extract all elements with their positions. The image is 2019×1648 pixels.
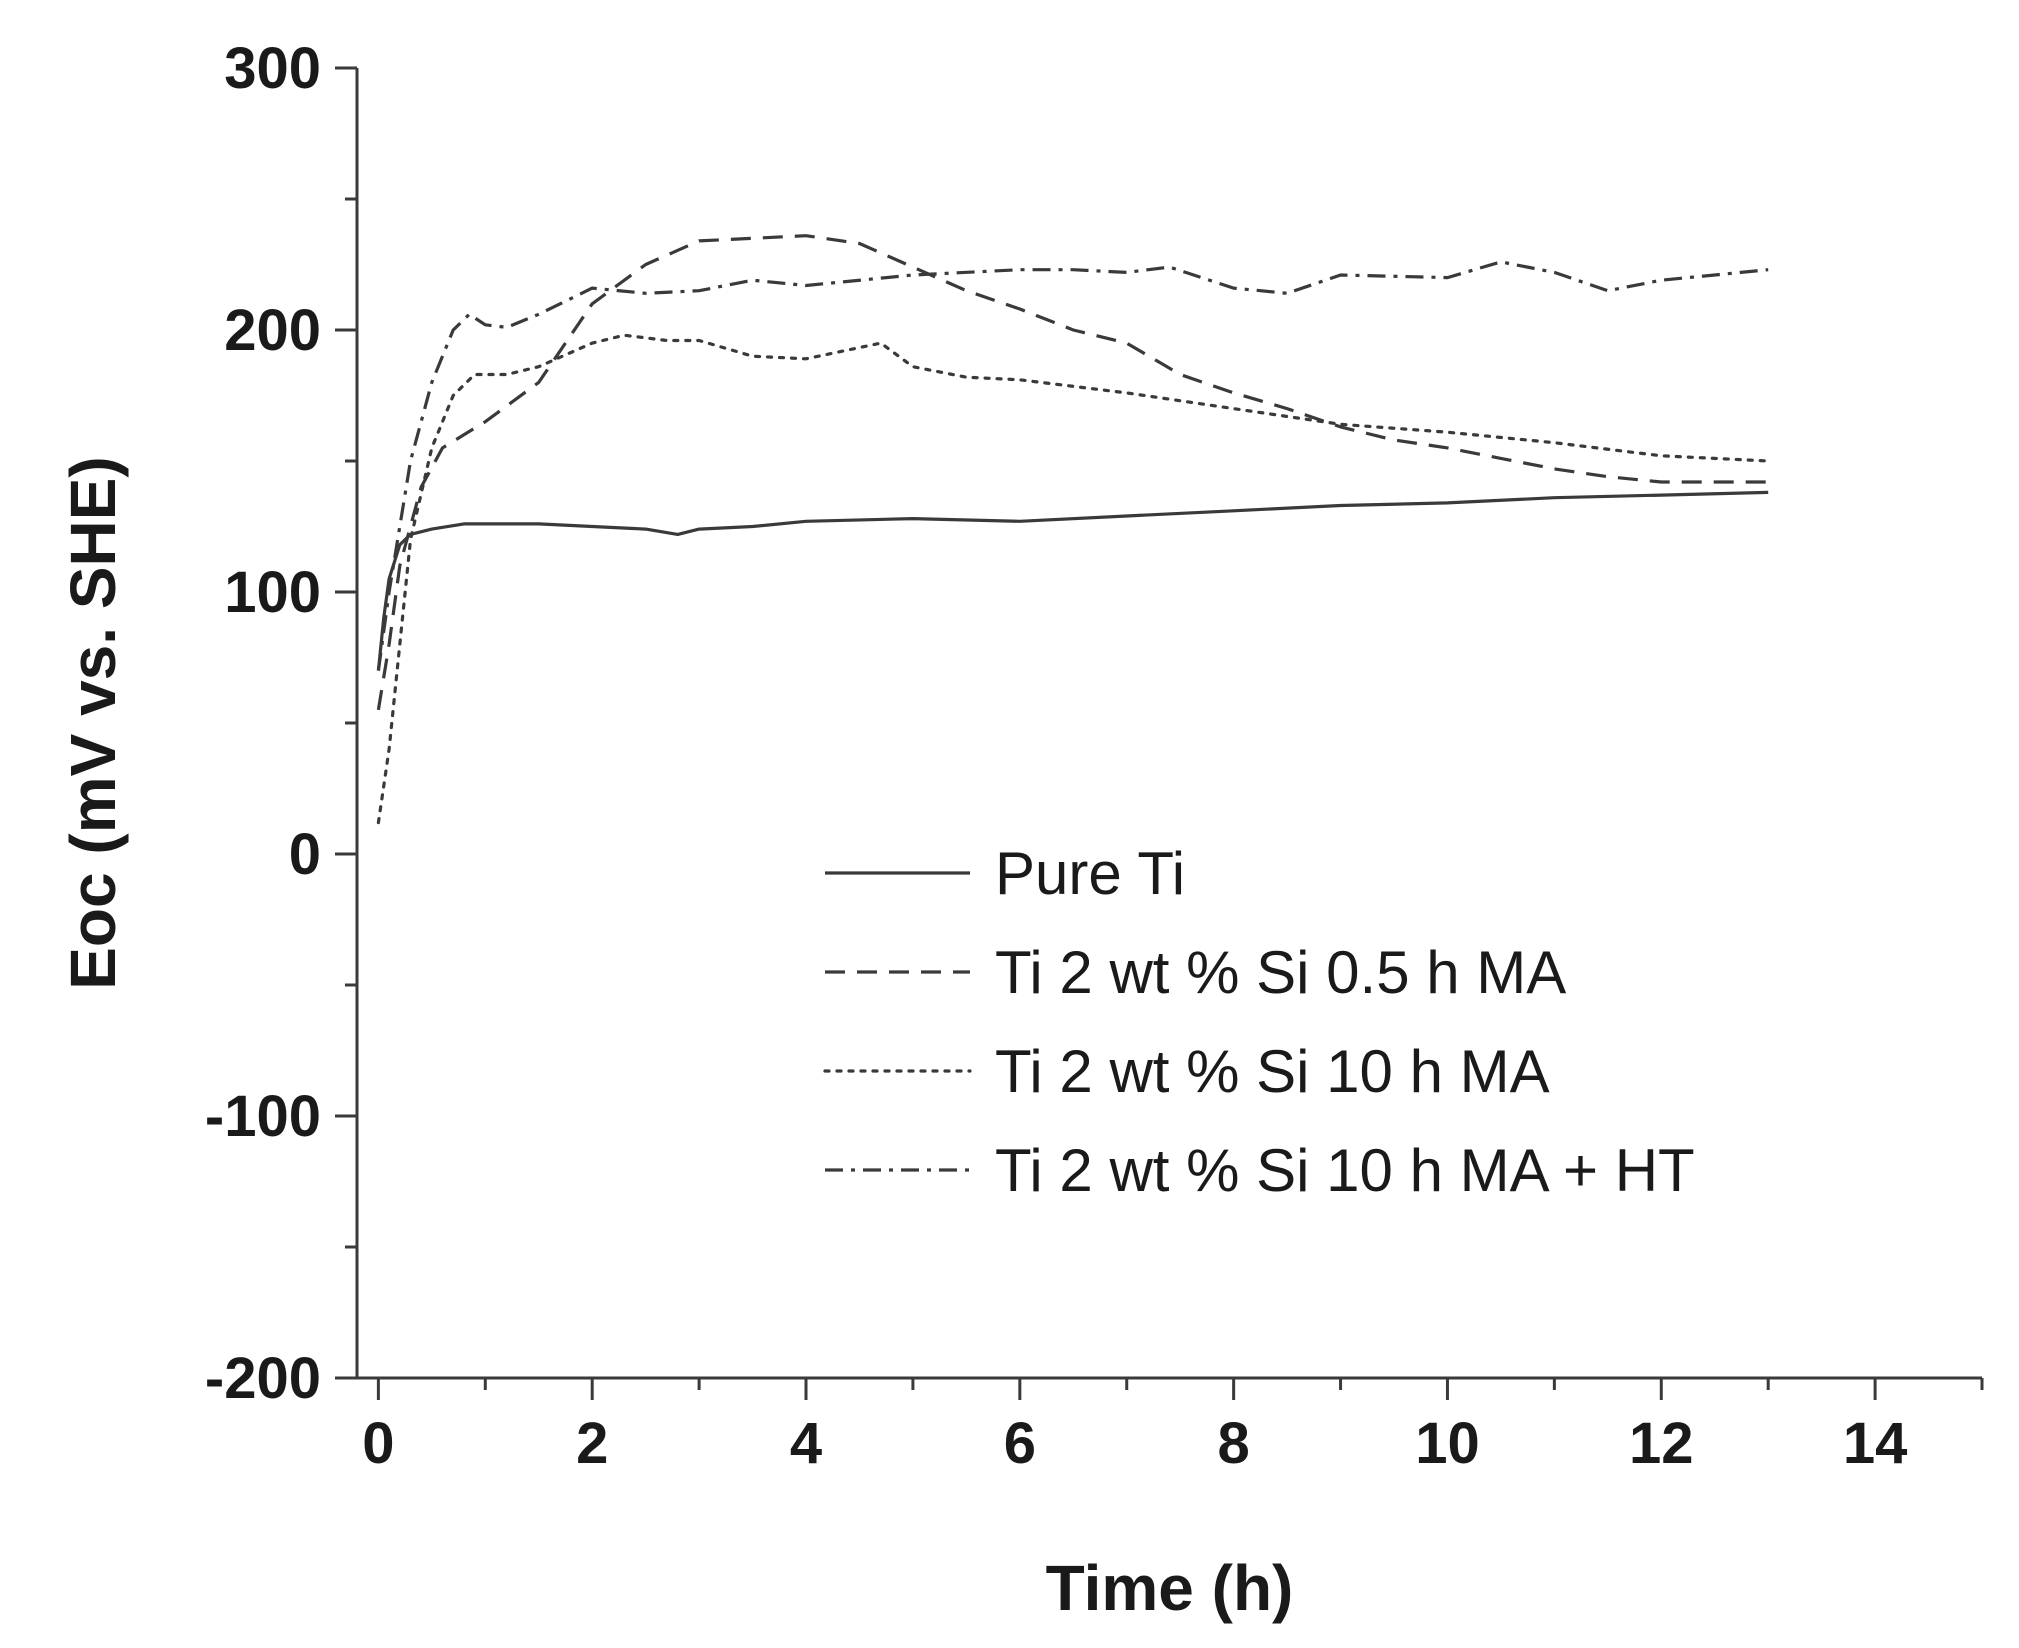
series-group (376, 234, 1770, 825)
legend: Pure Ti Ti 2 wt % Si 0.5 h MA Ti 2 wt % Si… (823, 840, 1695, 1204)
series-line-4 (376, 260, 1769, 671)
x-axis-title: Time (h) (1046, 1552, 1294, 1624)
legend-label-2: Ti 2 wt % Si 0.5 h MA (995, 939, 1566, 1006)
x-tick-label: 14 (1843, 1411, 1908, 1476)
ticks: -200 -100 0 100 200 300 0 2 4 6 8 10 12 14 (205, 36, 1984, 1476)
legend-label-1: Pure Ti (995, 840, 1185, 907)
y-axis-title: Eoc (mV vs. SHE) (57, 456, 129, 990)
series-line-2 (376, 234, 1769, 711)
series-line-3 (376, 333, 1770, 825)
x-tick-label: 6 (1004, 1411, 1036, 1476)
legend-label-4: Ti 2 wt % Si 10 h MA + HT (995, 1137, 1695, 1204)
x-tick-label: 4 (790, 1411, 822, 1476)
x-tick-label: 2 (576, 1411, 608, 1476)
y-tick-label: 0 (289, 822, 321, 887)
y-tick-label: 200 (224, 298, 321, 363)
y-tick-label: -200 (205, 1346, 321, 1411)
x-tick-label: 10 (1415, 1411, 1480, 1476)
y-tick-label: 300 (224, 36, 321, 101)
legend-label-3: Ti 2 wt % Si 10 h MA (995, 1038, 1550, 1105)
y-tick-label: 100 (224, 560, 321, 625)
y-tick-label: -100 (205, 1084, 321, 1149)
x-tick-label: 8 (1218, 1411, 1250, 1476)
x-tick-label: 12 (1629, 1411, 1694, 1476)
x-tick-label: 0 (362, 1411, 394, 1476)
